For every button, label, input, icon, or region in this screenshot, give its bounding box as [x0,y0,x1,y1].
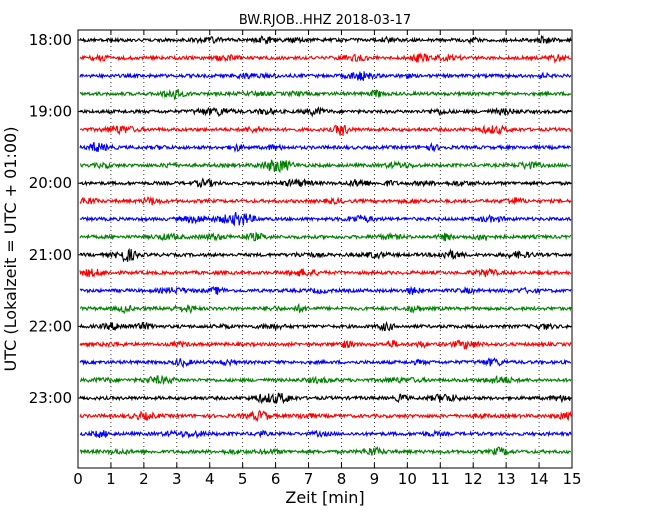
seismic-trace-2315 [79,409,572,423]
x-tick-label: 4 [205,470,215,488]
seismic-trace-2215 [79,339,572,351]
x-axis-ticks: 0 1 2 3 4 5 6 7 8 9 10 11 12 13 14 15 [73,30,582,488]
seismic-trace-1915 [79,124,572,136]
x-tick-label: 7 [304,470,314,488]
x-tick-label: 11 [431,470,450,488]
seismic-trace-2115 [79,267,572,278]
seismic-trace-2030 [79,211,572,227]
seismic-trace-1800 [79,34,572,46]
seismic-trace-1815 [79,52,572,64]
y-tick-label: 21:00 [29,246,72,264]
y-tick-label: 23:00 [29,389,72,407]
seismic-trace-2300 [79,392,572,405]
x-tick-label: 2 [139,470,149,488]
x-tick-label: 6 [271,470,281,488]
seismic-trace-1830 [79,71,572,81]
seismic-trace-2200 [79,320,572,332]
seismic-trace-2245 [79,374,572,385]
x-tick-label: 14 [530,470,549,488]
seismic-trace-2130 [79,285,572,295]
seismic-trace-2045 [79,231,572,242]
x-tick-label: 10 [398,470,417,488]
x-axis-label: Zeit [min] [285,488,364,507]
x-tick-label: 8 [337,470,347,488]
y-tick-label: 18:00 [29,31,72,49]
seismic-trace-1845 [79,88,572,101]
y-tick-label: 22:00 [29,317,72,335]
x-tick-label: 1 [106,470,116,488]
x-tick-label: 9 [370,470,380,488]
x-tick-label: 15 [562,470,581,488]
seismic-trace-2000 [79,177,572,189]
seismic-trace-2345 [79,446,572,456]
seismic-traces [79,34,572,456]
x-tick-label: 5 [238,470,248,488]
chart-title: BW.RJOB..HHZ 2018-03-17 [239,13,411,28]
y-axis-label: UTC (Lokalzeit = UTC + 01:00) [1,127,20,372]
seismic-trace-2015 [79,195,572,206]
seismic-trace-2230 [79,357,572,369]
y-axis-ticks: 18:00 19:00 20:00 21:00 22:00 23:00 [29,31,572,407]
seismic-trace-1930 [79,141,572,153]
plot-frame [77,29,573,469]
seismic-trace-1945 [80,159,572,174]
y-tick-label: 20:00 [29,174,72,192]
x-tick-label: 3 [172,470,182,488]
x-tick-label: 13 [497,470,516,488]
x-tick-label: 12 [464,470,483,488]
seismic-trace-1900 [79,106,572,118]
y-tick-label: 19:00 [29,103,72,121]
x-tick-label: 0 [73,470,83,488]
seismic-trace-2330 [79,429,572,440]
seismic-trace-2145 [79,302,572,315]
seismic-trace-2100 [79,247,572,263]
